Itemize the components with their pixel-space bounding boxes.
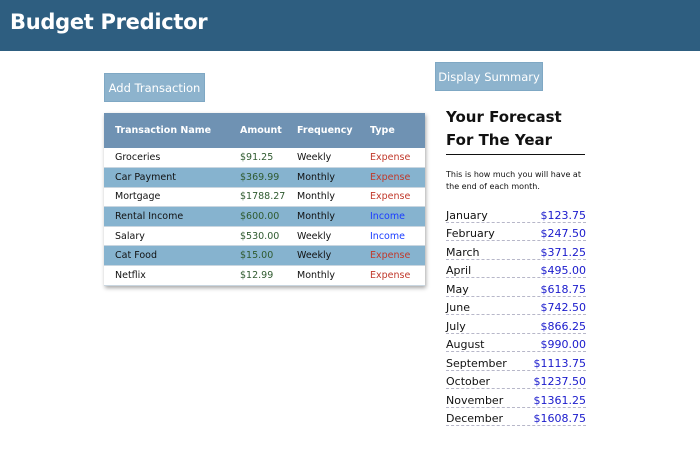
month-value: $1608.75 [533,412,587,425]
table-row: Rental Income $600.00 Monthly Income [104,206,425,227]
cell-transaction-name: Car Payment [104,167,240,188]
forecast-title: Your Forecast For The Year [446,106,585,155]
app-title: Budget Predictor [10,10,208,34]
cell-type: Expense [370,187,425,208]
cell-frequency: Monthly [297,167,370,188]
cell-transaction-name: Groceries [104,148,240,169]
column-header-type: Type [370,125,395,136]
table-row: Mortgage $1788.27 Monthly Expense [104,187,425,208]
forecast-month-row: November $1361.25 [446,390,586,408]
top-bar: Budget Predictor [0,0,700,51]
column-header-name: Transaction Name [115,125,212,136]
month-name: September [446,356,507,370]
month-value: $990.00 [540,338,587,351]
month-value: $866.25 [540,319,587,333]
cell-transaction-name: Salary [104,226,240,247]
forecast-month-row: March $371.25 [446,242,586,260]
month-name: May [446,282,469,296]
table-row: Salary $530.00 Weekly Income [104,226,425,247]
month-name: January [446,208,488,222]
cell-amount: $12.99 [240,265,297,286]
month-name: August [446,338,485,351]
table-row: Groceries $91.25 Weekly Expense [104,148,425,169]
column-header-amount: Amount [240,125,282,136]
cell-type: Expense [370,167,425,188]
forecast-month-row: May $618.75 [446,279,586,297]
month-value: $1361.25 [533,393,587,407]
forecast-month-row: June $742.50 [446,298,587,315]
cell-transaction-name: Mortgage [104,187,240,208]
cell-transaction-name: Rental Income [104,206,240,227]
cell-amount: $1788.27 [240,187,297,208]
cell-frequency: Weekly [297,226,370,247]
cell-amount: $530.00 [240,226,297,247]
forecast-month-row: April $495.00 [446,261,587,278]
cell-type: Expense [370,265,425,286]
cell-amount: $91.25 [240,148,297,169]
add-transaction-button[interactable]: Add Transaction [104,73,205,102]
forecast-title-line1: Your Forecast [446,108,562,126]
column-header-frequency: Frequency [297,125,353,136]
table-row: Netflix $12.99 Monthly Expense [104,265,425,286]
month-value: $495.00 [540,264,587,277]
forecast-month-row: January $123.75 [446,205,586,223]
forecast-description: This is how much you will have at the en… [446,170,581,191]
month-value: $618.75 [540,282,587,296]
display-summary-button[interactable]: Display Summary [435,62,543,91]
forecast-month-row: July $866.25 [446,316,586,334]
month-value: $1237.50 [533,375,587,388]
forecast-month-row: September $1113.75 [446,353,586,371]
cell-type: Expense [370,245,425,267]
month-value: $742.50 [540,301,587,314]
cell-amount: $600.00 [240,206,297,227]
cell-frequency: Monthly [297,206,370,227]
cell-frequency: Monthly [297,187,370,208]
month-name: March [446,245,480,259]
forecast-month-list: January $123.75 February $247.50 March $371.2… [446,205,586,426]
month-name: February [446,227,495,240]
month-value: $371.25 [540,245,587,259]
transactions-table: Transaction Name Amount Frequency Type G… [104,113,425,286]
month-name: July [446,319,466,333]
cell-frequency: Monthly [297,265,370,286]
month-name: April [446,264,472,277]
table-row: Cat Food $15.00 Weekly Expense [104,245,425,267]
forecast-month-row: December $1608.75 [446,409,587,426]
forecast-month-row: February $247.50 [446,224,587,241]
cell-frequency: Weekly [297,148,370,169]
table-row: Car Payment $369.99 Monthly Expense [104,167,425,188]
forecast-month-row: October $1237.50 [446,372,587,389]
month-value: $1113.75 [533,356,587,370]
cell-transaction-name: Netflix [104,265,240,286]
month-name: June [446,301,470,314]
cell-type: Income [370,206,425,227]
forecast-panel: Your Forecast For The Year This is how m… [446,106,586,427]
forecast-month-row: August $990.00 [446,335,587,352]
month-name: November [446,393,504,407]
table-header-row: Transaction Name Amount Frequency Type [104,113,425,148]
month-value: $247.50 [540,227,587,240]
cell-type: Income [370,226,425,247]
month-value: $123.75 [540,208,587,222]
month-name: October [446,375,491,388]
month-name: December [446,412,504,425]
cell-amount: $369.99 [240,167,297,188]
cell-transaction-name: Cat Food [104,245,240,267]
cell-type: Expense [370,148,425,169]
forecast-title-line2: For The Year [446,131,553,149]
cell-frequency: Weekly [297,245,370,267]
cell-amount: $15.00 [240,245,297,267]
